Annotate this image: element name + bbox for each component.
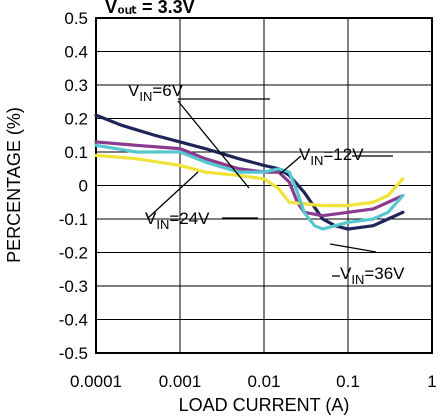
series-line-vin-12v — [94, 140, 405, 218]
y-tick-label-2: 0.3 — [64, 76, 88, 95]
y-tick-label-5: 0 — [79, 177, 88, 196]
x-tick-label-0: 0.0001 — [70, 372, 122, 391]
series-layer — [94, 113, 405, 231]
y-tick-label-3: 0.2 — [64, 110, 88, 129]
x-axis-label: LOAD CURRENT (A) — [179, 395, 350, 415]
annotation-main-vin-36v: V — [340, 264, 352, 283]
annotation-main-vin-24v: V — [145, 209, 157, 228]
annotation-leader-vin-12v — [279, 155, 302, 175]
x-tick-label-2: 0.01 — [247, 372, 280, 391]
y-tick-label-6: -0.1 — [59, 210, 88, 229]
y-tick-label-0: 0.5 — [64, 9, 88, 28]
annotation-tail-vin-6v: =6V — [152, 81, 183, 100]
y-tick-label-10: -0.5 — [59, 344, 88, 363]
annotation-label-vin-12v: VIN=12V — [299, 145, 364, 168]
x-tick-label-1: 0.001 — [159, 372, 202, 391]
annotation-sub-vin-12v: IN — [310, 153, 323, 168]
annotation-tail-vin-24v: =24V — [169, 209, 210, 228]
annotation-sub-vin-24v: IN — [156, 217, 169, 232]
annotation-sub-vin-6v: IN — [139, 89, 152, 104]
series-line-vin-24v — [94, 153, 405, 208]
tick-layer: 0.0001 0.001 0.01 0.1 1 0.5 0.4 0.3 0.2 0.1 0 -0.1 -… — [59, 9, 437, 391]
annotation-label-vin-24v: VIN=24V — [145, 209, 210, 232]
annotation-label-vin-36v: VIN=36V — [340, 264, 405, 287]
y-tick-label-9: -0.4 — [59, 311, 88, 330]
annotation-sub-vin-36v: IN — [351, 272, 364, 287]
annotation-leader-vin-36v — [329, 243, 377, 253]
y-tick-label-1: 0.4 — [64, 43, 88, 62]
chart-title: V₀ᵤₜ = 3.3V — [105, 0, 195, 17]
annotation-leader-vin-6v — [177, 100, 250, 189]
y-tick-label-4: 0.1 — [64, 143, 88, 162]
annotation-main-vin-6v: V — [128, 81, 140, 100]
x-tick-label-3: 0.1 — [336, 372, 360, 391]
annotation-leader-vin-24v — [147, 171, 199, 219]
annotation-label-vin-6v: VIN=6V — [128, 81, 184, 104]
annotation-tail-vin-36v: =36V — [364, 264, 405, 283]
x-tick-label-4: 1 — [427, 372, 436, 391]
y-axis-label: PERCENTAGE (%) — [4, 107, 24, 263]
annotation-main-vin-12v: V — [299, 145, 311, 164]
series-line-vin-36v — [94, 143, 405, 231]
y-tick-label-7: -0.2 — [59, 244, 88, 263]
annotation-tail-vin-12v: =12V — [323, 145, 364, 164]
y-tick-label-8: -0.3 — [59, 277, 88, 296]
grid-layer — [95, 17, 433, 354]
